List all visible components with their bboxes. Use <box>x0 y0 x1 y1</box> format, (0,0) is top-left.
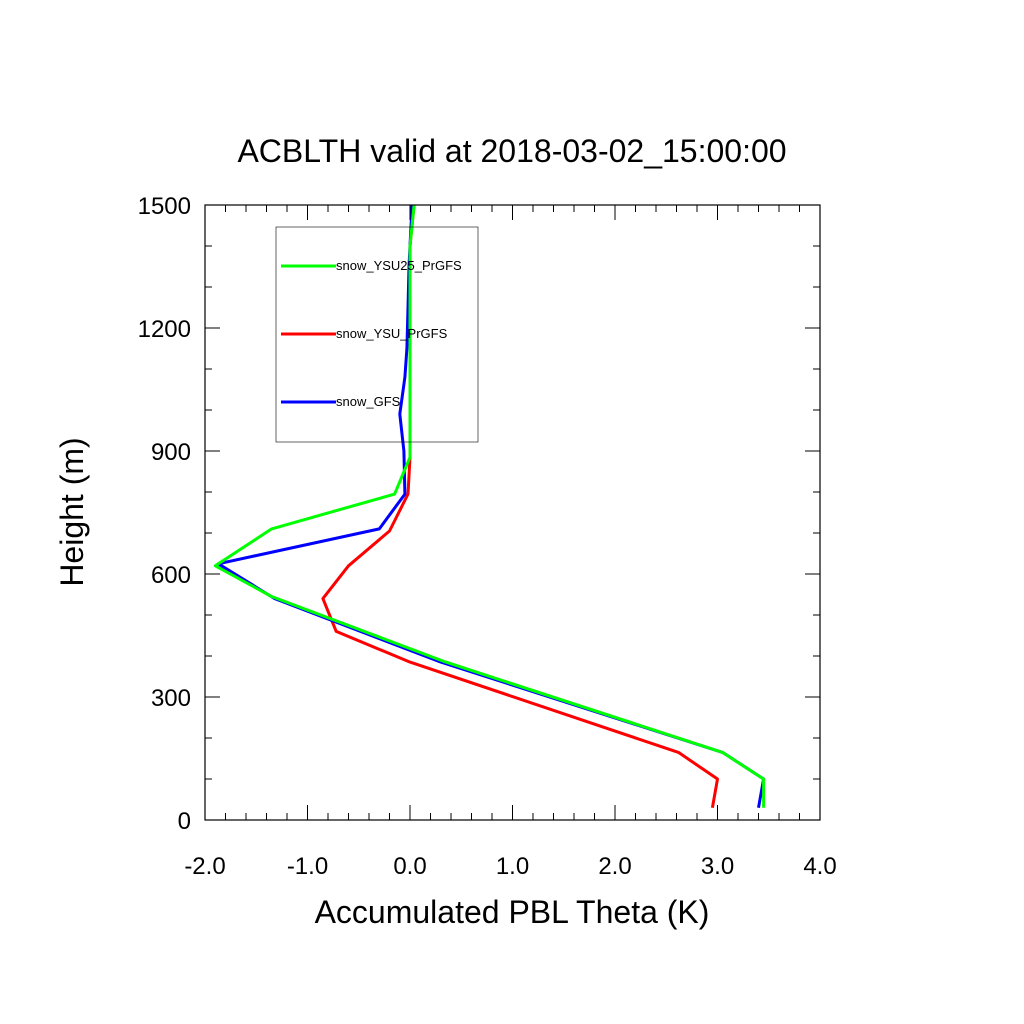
y-tick-label: 600 <box>151 562 191 589</box>
chart-title: ACBLTH valid at 2018-03-02_15:00:00 <box>237 133 786 169</box>
x-tick-label: -2.0 <box>184 853 225 880</box>
x-axis-label: Accumulated PBL Theta (K) <box>315 894 710 930</box>
x-tick-label: 4.0 <box>803 853 836 880</box>
x-tick-label: -1.0 <box>287 853 328 880</box>
y-tick-label: 0 <box>178 808 191 835</box>
series-line-snow_YSU_PrGFS <box>321 204 719 808</box>
y-tick-label: 1200 <box>138 316 191 343</box>
legend-label: snow_GFS <box>336 394 401 409</box>
legend: snow_YSU25_PrGFS snow_YSU_PrGFS snow_GFS <box>275 226 479 443</box>
x-tick-label: 0.0 <box>393 853 426 880</box>
legend-box <box>275 226 479 443</box>
plot-frame <box>204 204 821 821</box>
x-tick-label: 2.0 <box>598 853 631 880</box>
series-line-snow_YSU25_PrGFS <box>213 204 766 808</box>
x-tick-label: 1.0 <box>496 853 529 880</box>
legend-items: snow_YSU25_PrGFS snow_YSU_PrGFS snow_GFS <box>281 258 462 409</box>
tick-labels-layer: -2.0 -1.0 0.0 1.0 2.0 3.0 4.0 0 300 600 900 1200 150… <box>138 193 837 880</box>
y-axis-label: Height (m) <box>54 437 90 586</box>
legend-label: snow_YSU_PrGFS <box>336 326 448 341</box>
y-tick-label: 900 <box>151 439 191 466</box>
x-tick-label: 3.0 <box>701 853 734 880</box>
ticks-layer <box>204 204 821 821</box>
y-tick-label: 300 <box>151 685 191 712</box>
y-tick-label: 1500 <box>138 193 191 220</box>
series-layer <box>213 204 766 808</box>
series-line-snow_GFS <box>216 204 766 808</box>
legend-label: snow_YSU25_PrGFS <box>336 258 462 273</box>
